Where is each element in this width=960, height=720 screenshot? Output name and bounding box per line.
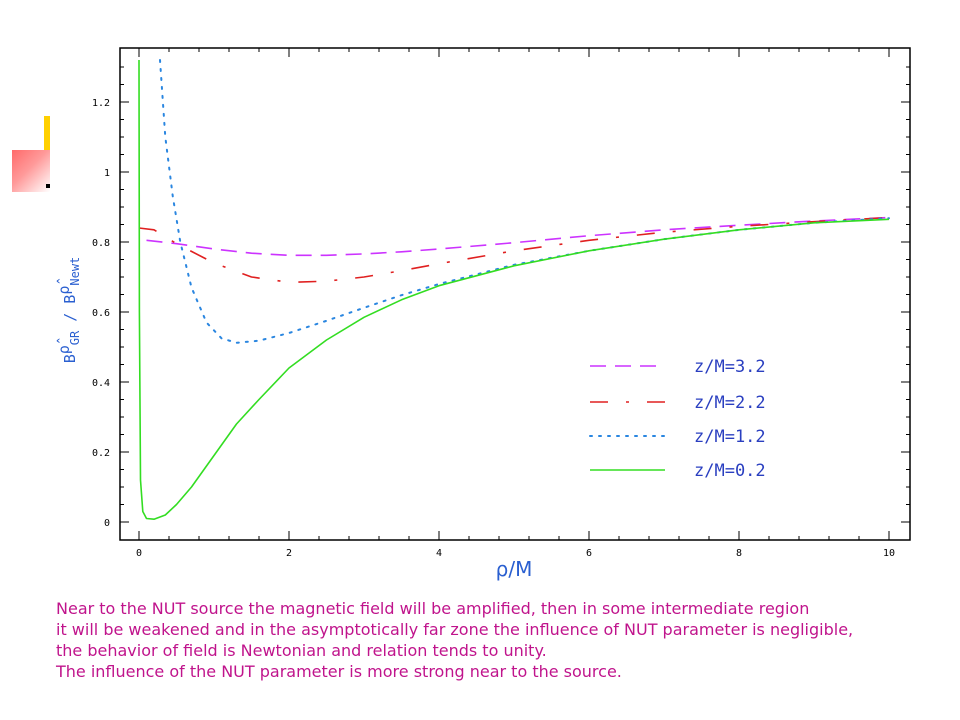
y-tick-label: 0.4 [92, 378, 110, 389]
caption: Near to the NUT source the magnetic fiel… [56, 598, 956, 682]
y-tick-label: 0 [104, 518, 110, 529]
series-line-3 [159, 59, 890, 344]
y-axis-label-slash: / [61, 304, 79, 331]
legend-label-1: z/M=3.2 [694, 357, 766, 377]
series-line-2 [138, 216, 890, 284]
series-line-1 [146, 216, 890, 257]
y-tick-label: 0.6 [92, 308, 110, 319]
ticks-group: 0 2 4 6 8 10 0 0.2 0.4 0.6 0.8 1 1.2 [92, 48, 910, 559]
y-axis-label-b2: B [61, 295, 79, 304]
x-axis-label: ρ/M [496, 557, 533, 581]
plot-frame [119, 47, 911, 541]
series-group [138, 59, 890, 521]
caption-line-2: it will be weakened and in the asymptoti… [56, 620, 854, 639]
y-tick-label: 0.2 [92, 448, 110, 459]
decorative-yellow-bar [44, 116, 50, 176]
y-axis-label-sub1: GR [68, 330, 82, 345]
x-tick-label: 6 [586, 548, 592, 559]
legend: z/M=3.2 z/M=2.2 z/M=1.2 z/M=0.2 [589, 357, 766, 481]
y-axis-label-b1: B [61, 354, 79, 363]
caption-line-3: the behavior of field is Newtonian and r… [56, 641, 547, 660]
caption-line-1: Near to the NUT source the magnetic fiel… [56, 599, 810, 618]
y-tick-label: 0.8 [92, 238, 110, 249]
axis-labels: ρ/M Bρ̂GR / Bρ̂Newt [55, 257, 532, 581]
legend-label-3: z/M=1.2 [694, 427, 766, 447]
decorative-dot [46, 184, 50, 188]
x-tick-label: 10 [883, 548, 895, 559]
y-axis-label-sub2: Newt [68, 257, 82, 286]
caption-line-4: The influence of the NUT parameter is mo… [56, 662, 622, 681]
decorative-red-gradient-block [12, 150, 50, 192]
x-tick-label: 0 [136, 548, 142, 559]
x-tick-label: 8 [736, 548, 742, 559]
y-tick-label: 1.2 [92, 98, 110, 109]
x-tick-label: 4 [436, 548, 442, 559]
x-tick-label: 2 [286, 548, 292, 559]
legend-label-4: z/M=0.2 [694, 461, 766, 481]
series-line-4 [138, 59, 890, 521]
y-axis-label: Bρ̂GR / Bρ̂Newt [55, 257, 82, 364]
legend-label-2: z/M=2.2 [694, 393, 766, 413]
y-tick-label: 1 [104, 168, 110, 179]
plot-frame-group [119, 47, 911, 541]
